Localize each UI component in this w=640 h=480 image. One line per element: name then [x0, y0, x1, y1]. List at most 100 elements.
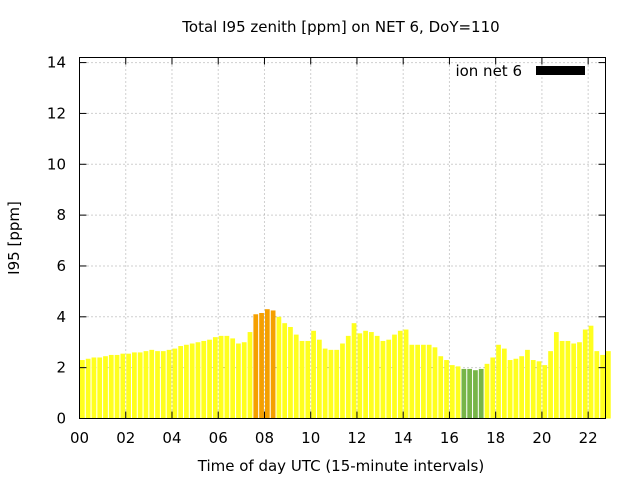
bar	[455, 366, 461, 419]
x-tick-label: 04	[162, 429, 181, 447]
x-tick-label: 14	[394, 429, 413, 447]
bar	[542, 365, 548, 419]
bar	[473, 370, 478, 419]
bar	[571, 343, 577, 419]
bar	[288, 326, 293, 419]
bars-group	[80, 309, 611, 419]
bar	[155, 351, 160, 419]
bar	[201, 340, 207, 419]
bar	[380, 340, 386, 419]
bar	[374, 335, 380, 419]
bar	[588, 325, 594, 419]
bar	[85, 358, 91, 419]
bar	[565, 340, 571, 419]
bar	[345, 335, 351, 419]
y-tick-label: 0	[56, 410, 66, 428]
bar	[322, 348, 328, 419]
x-tick-label: 00	[70, 429, 89, 447]
y-tick-label: 4	[56, 308, 66, 326]
legend: ion net 6	[455, 62, 585, 80]
bar	[305, 340, 311, 419]
bar	[264, 309, 270, 419]
bar	[548, 351, 553, 419]
x-tick-label: 08	[255, 429, 274, 447]
bar	[224, 335, 230, 419]
bar	[120, 353, 126, 419]
bar	[392, 334, 397, 419]
x-tick-label: 18	[486, 429, 505, 447]
bar	[230, 338, 236, 419]
legend-swatch	[536, 66, 585, 75]
bar	[311, 330, 316, 419]
bar	[536, 361, 542, 419]
x-tick-label: 06	[209, 429, 228, 447]
bar	[467, 368, 473, 419]
bar	[357, 333, 363, 419]
bar	[606, 351, 611, 419]
x-tick-label: 16	[440, 429, 459, 447]
bar	[513, 358, 519, 419]
bar	[143, 351, 149, 419]
bar	[195, 342, 201, 419]
bar	[184, 344, 189, 419]
bar	[582, 329, 588, 419]
bar	[91, 357, 97, 419]
bar	[253, 314, 259, 419]
bar	[212, 337, 218, 419]
bar	[236, 343, 241, 419]
bar	[577, 342, 582, 419]
x-tick-label: 20	[532, 429, 551, 447]
bar	[103, 356, 108, 419]
y-tick-label: 2	[56, 359, 66, 377]
bar	[519, 356, 525, 419]
bar	[299, 340, 305, 419]
bar	[363, 330, 368, 419]
chart-title: Total I95 zenith [ppm] on NET 6, DoY=110	[181, 18, 499, 36]
bar	[444, 360, 449, 419]
bar	[403, 329, 409, 419]
plot-frame	[79, 57, 606, 419]
y-tick-label: 8	[56, 206, 66, 224]
bar	[426, 344, 432, 419]
bar	[293, 334, 299, 419]
bar	[137, 352, 143, 419]
bar	[525, 349, 530, 419]
bar	[490, 357, 496, 419]
bar	[160, 351, 166, 419]
y-tick-label: 12	[47, 104, 66, 122]
bar	[247, 332, 253, 419]
bar	[351, 323, 357, 419]
bar	[449, 365, 455, 419]
bar	[276, 316, 282, 419]
bar	[282, 323, 288, 419]
legend-label: ion net 6	[455, 62, 522, 80]
axis-ticks	[79, 57, 606, 419]
bar	[126, 353, 131, 419]
bar	[132, 352, 137, 419]
bar	[397, 330, 403, 419]
bar	[270, 310, 276, 419]
bar	[415, 344, 420, 419]
x-tick-labels: 00 02 04 06 08 10 12 14 16 18 20 22	[70, 429, 598, 447]
y-tick-label: 10	[47, 155, 66, 173]
y-axis-label: I95 [ppm]	[5, 201, 23, 275]
bar	[432, 347, 438, 419]
bar	[507, 360, 513, 419]
bar	[496, 344, 501, 419]
bar	[259, 312, 264, 419]
bar	[386, 339, 392, 419]
bar	[178, 346, 184, 419]
x-tick-label: 02	[116, 429, 135, 447]
bar	[166, 349, 172, 419]
grid-lines	[79, 57, 606, 419]
bar	[80, 360, 85, 419]
bar	[501, 348, 507, 419]
bar	[328, 349, 334, 419]
x-tick-label: 10	[301, 429, 320, 447]
bar	[438, 356, 444, 419]
bar	[594, 351, 600, 419]
bar	[559, 340, 565, 419]
bar	[478, 368, 484, 419]
bar	[600, 354, 605, 419]
